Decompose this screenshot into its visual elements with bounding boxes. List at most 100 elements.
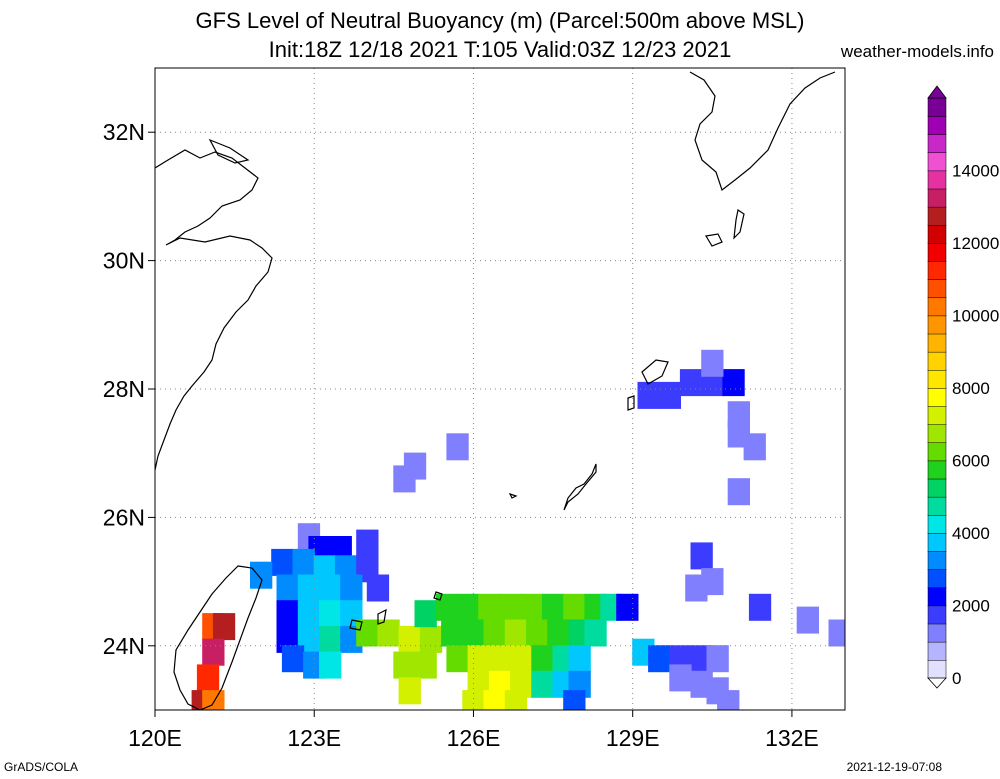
- field-cell: [727, 478, 750, 506]
- colorbar-label: 14000: [952, 162, 999, 181]
- field-cell: [478, 593, 501, 621]
- colorbar-segment: [927, 224, 947, 244]
- field-cell: [212, 613, 236, 641]
- colorbar-segment: [927, 242, 947, 262]
- axis-ticks: 120E 123E 126E 129E 132E 24N 26N 28N 30N 32N: [103, 119, 819, 751]
- colorbar-segment: [927, 550, 947, 570]
- field-cell: [722, 369, 745, 397]
- map-title: GFS Level of Neutral Buoyancy (m) (Parce…: [195, 8, 805, 33]
- colorbar-segment: [927, 170, 947, 190]
- field-cell: [393, 651, 416, 679]
- x-tick-label: 129E: [606, 725, 660, 751]
- miyako-island: [377, 608, 387, 625]
- field-cell: [393, 465, 416, 493]
- colorbar-labels: 0 2000 4000 6000 8000 10000 12000 14000: [952, 162, 999, 689]
- colorbar-segment: [927, 405, 947, 425]
- field-cell: [679, 369, 703, 397]
- y-tick-label: 26N: [103, 504, 145, 530]
- colorbar-segment: [927, 569, 947, 589]
- field-cell: [483, 690, 506, 710]
- field-cell: [446, 433, 469, 461]
- field-cell: [414, 651, 437, 679]
- colorbar-min-triangle: [927, 677, 947, 689]
- field-cell: [658, 381, 681, 409]
- field-cell: [377, 619, 400, 647]
- kume-island: [508, 492, 518, 499]
- x-tick-label: 132E: [765, 725, 819, 751]
- yakushima: [705, 233, 723, 247]
- colorbar-segments: [927, 85, 947, 689]
- yangtze-estuary: [208, 138, 250, 164]
- field-cell: [398, 677, 421, 705]
- colorbar-segment: [927, 97, 947, 117]
- colorbar-label: 0: [952, 669, 961, 688]
- field-cell: [319, 600, 342, 628]
- field-cell: [281, 645, 305, 673]
- field-cell: [796, 606, 819, 634]
- field-cell: [467, 645, 490, 673]
- tokunoshima: [627, 395, 635, 411]
- field-cell: [547, 619, 570, 647]
- field-cell: [292, 548, 315, 576]
- field-cell: [685, 574, 708, 602]
- x-tick-label: 123E: [287, 725, 341, 751]
- colorbar-segment: [927, 387, 947, 407]
- field-cell: [510, 645, 533, 673]
- ishigaki-island: [349, 619, 363, 631]
- field-cell: [504, 619, 528, 647]
- field-cell: [356, 529, 379, 557]
- field-cell: [297, 600, 321, 628]
- colorbar-segment: [927, 442, 947, 462]
- colorbar-segment: [927, 333, 947, 353]
- field-cell: [457, 593, 480, 621]
- colorbar-segment: [927, 496, 947, 516]
- x-tick-label: 120E: [128, 725, 182, 751]
- x-tick-label: 126E: [447, 725, 501, 751]
- colorbar-label: 6000: [952, 452, 990, 471]
- field-cell: [690, 542, 713, 570]
- field-cell: [271, 548, 294, 576]
- field-cell: [520, 593, 543, 621]
- colorbar: 0 2000 4000 6000 8000 10000 12000 14000: [927, 85, 999, 689]
- field-cell: [584, 619, 607, 647]
- colorbar-label: 8000: [952, 379, 990, 398]
- field-cell: [276, 574, 299, 602]
- field-cell: [531, 645, 554, 673]
- field-cell: [541, 593, 565, 621]
- colorbar-segment: [927, 424, 947, 444]
- field-cell: [616, 593, 639, 621]
- field-cell: [340, 574, 363, 602]
- field-cell: [669, 664, 692, 692]
- colorbar-segment: [927, 297, 947, 317]
- field-cell: [419, 625, 443, 653]
- y-tick-label: 32N: [103, 119, 145, 145]
- field-cell: [504, 690, 528, 710]
- field-cell: [319, 625, 342, 653]
- field-cell: [748, 593, 772, 621]
- colorbar-segment: [927, 188, 947, 208]
- field-cell: [462, 690, 485, 710]
- colorbar-segment: [927, 514, 947, 534]
- colorbar-segment: [927, 478, 947, 498]
- field-cell: [648, 645, 671, 673]
- colorbar-max-triangle: [927, 85, 947, 99]
- colorbar-segment: [927, 605, 947, 625]
- colorbar-segment: [927, 206, 947, 226]
- field-cell: [568, 645, 591, 673]
- map-subtitle: Init:18Z 12/18 2021 T:105 Valid:03Z 12/2…: [268, 37, 732, 62]
- field-cell: [743, 433, 766, 461]
- field-cell: [488, 645, 512, 673]
- colorbar-segment: [927, 623, 947, 643]
- amami-oshima: [641, 359, 669, 385]
- footer-timestamp: 2021-12-19-07:08: [846, 760, 942, 774]
- colorbar-segment: [927, 641, 947, 661]
- colorbar-segment: [927, 369, 947, 389]
- colorbar-segment: [927, 532, 947, 552]
- taiwan-coast: [173, 565, 263, 710]
- field-cell: [717, 690, 740, 710]
- kyushu-coast: [689, 71, 836, 191]
- field-cell: [297, 574, 321, 602]
- field-cell: [563, 690, 586, 710]
- china-coast: [155, 149, 273, 471]
